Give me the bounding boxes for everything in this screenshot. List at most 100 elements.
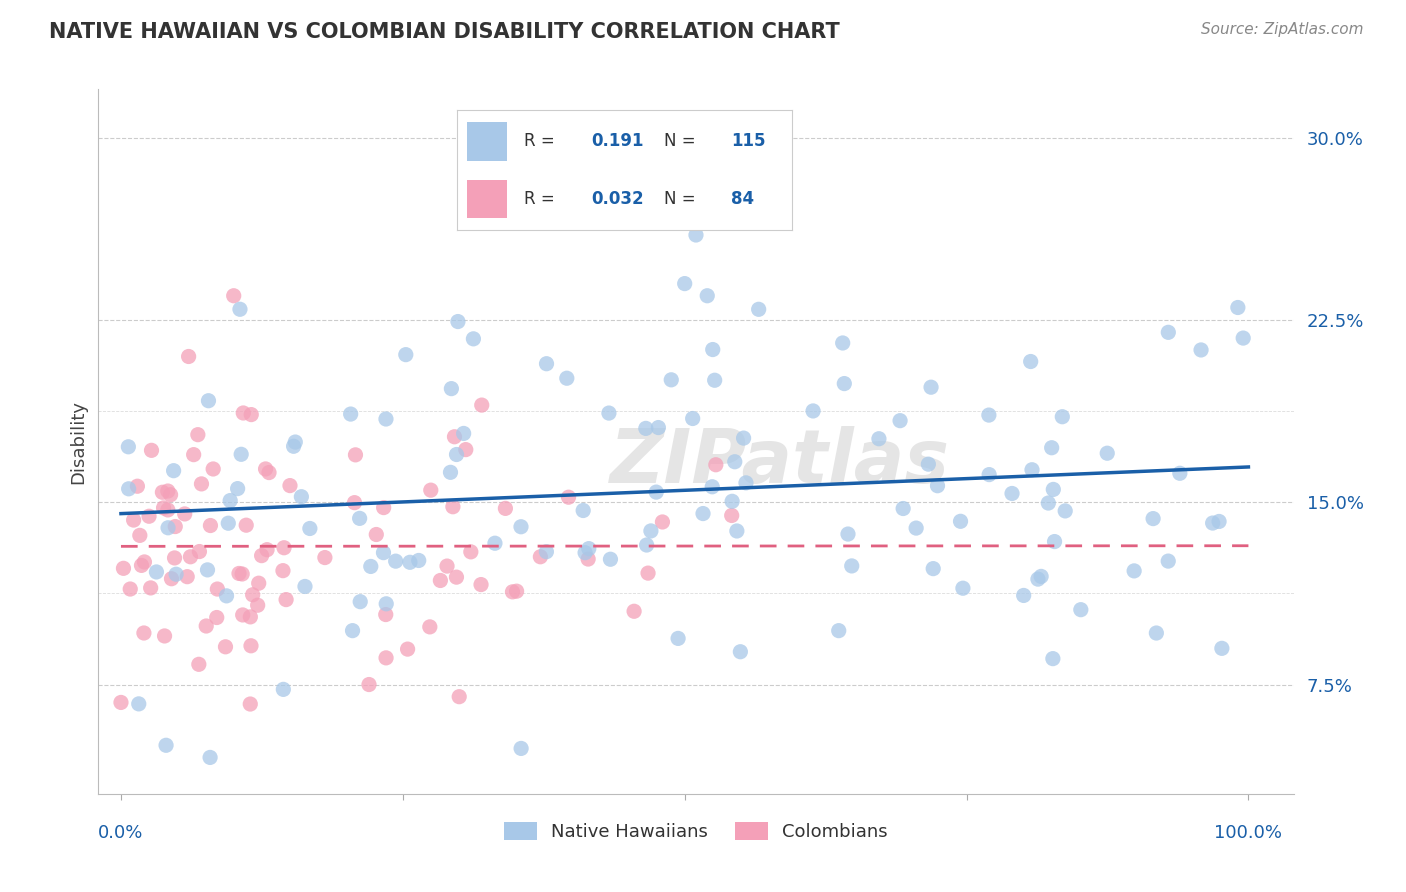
Point [441,500,464,514]
Point [920,380,942,394]
Point [239,610,262,624]
Point [177,350,200,364]
Point [343,496,366,510]
Point [165,567,187,582]
Point [1123,564,1146,578]
Point [917,457,939,471]
Point [118,482,141,496]
Point [132,626,155,640]
Point [273,541,295,555]
Point [634,421,657,435]
Point [360,559,382,574]
Point [239,697,262,711]
Point [399,555,422,569]
Point [443,430,465,444]
Point [219,493,242,508]
Point [162,464,184,478]
Point [647,420,669,434]
Point [1097,446,1119,460]
Point [1029,569,1052,583]
Point [1021,463,1043,477]
Point [837,527,859,541]
Point [202,462,225,476]
Point [905,521,928,535]
Point [834,376,856,391]
Point [150,485,173,500]
Point [375,412,398,426]
Point [195,619,218,633]
Point [284,435,307,450]
Point [374,607,396,622]
Point [157,521,180,535]
Text: NATIVE HAWAIIAN VS COLOMBIAN DISABILITY CORRELATION CHART: NATIVE HAWAIIAN VS COLOMBIAN DISABILITY … [49,22,839,42]
Point [536,357,558,371]
Point [748,302,770,317]
Point [666,632,689,646]
Point [831,336,853,351]
Point [419,620,441,634]
Point [555,371,578,385]
Point [165,519,187,533]
Point [1157,326,1180,340]
Point [724,455,747,469]
Point [339,407,361,421]
Point [298,521,321,535]
Point [122,513,145,527]
Point [163,550,186,565]
Point [1211,641,1233,656]
Text: Source: ZipAtlas.com: Source: ZipAtlas.com [1201,22,1364,37]
Point [572,503,595,517]
Text: 0.0%: 0.0% [98,824,143,842]
Point [229,302,252,317]
Point [703,373,725,387]
Point [128,528,150,542]
Point [231,566,253,581]
Point [257,466,280,480]
Point [283,439,305,453]
Point [131,558,153,573]
Point [160,572,183,586]
Point [1189,343,1212,357]
Point [494,501,516,516]
Point [357,677,380,691]
Point [232,607,254,622]
Point [623,604,645,618]
Point [1054,504,1077,518]
Point [685,227,707,242]
Point [314,550,336,565]
Point [117,440,139,454]
Point [1026,572,1049,586]
Point [529,549,551,564]
Point [721,494,744,508]
Point [246,598,269,612]
Point [205,610,228,624]
Point [173,507,195,521]
Point [254,462,277,476]
Point [682,411,704,425]
Point [139,581,162,595]
Point [891,501,914,516]
Point [153,629,176,643]
Point [215,589,238,603]
Point [598,406,620,420]
Point [349,511,371,525]
Point [156,503,179,517]
Point [1012,589,1035,603]
Point [516,179,538,194]
Point [198,750,221,764]
Point [375,651,398,665]
Point [187,657,209,672]
Point [128,697,150,711]
Point [1001,486,1024,500]
Point [120,582,142,596]
Point [197,393,219,408]
Point [217,516,239,531]
Point [868,432,890,446]
Point [1168,467,1191,481]
Point [453,426,475,441]
Point [226,482,249,496]
Point [702,480,724,494]
Point [446,570,468,584]
Point [949,514,972,528]
Point [651,515,673,529]
